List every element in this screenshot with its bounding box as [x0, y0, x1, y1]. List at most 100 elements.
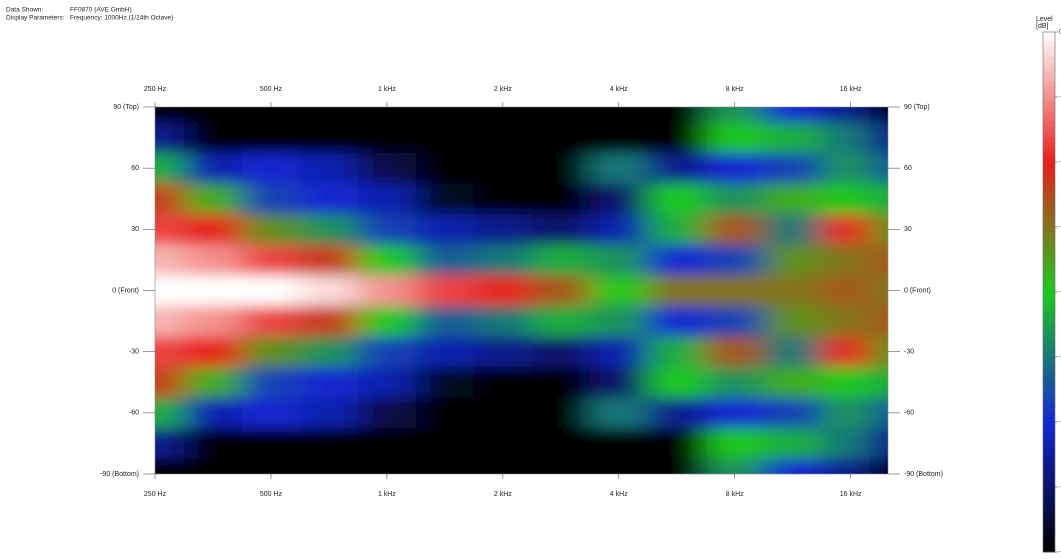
colorbar-band: [1043, 482, 1055, 487]
colorbar-band: [1043, 457, 1055, 462]
heat-cell: [358, 306, 416, 337]
y-tick-label: -30: [129, 349, 139, 356]
heat-cell: [184, 245, 242, 276]
colorbar-band: [1043, 332, 1055, 337]
heat-cell: [822, 153, 870, 184]
colorbar-band: [1043, 262, 1055, 267]
heat-cell: [416, 183, 474, 214]
x-tick-label: 2 kHz: [494, 86, 512, 93]
colorbar-band: [1043, 517, 1055, 522]
y-tick-label: -60: [129, 410, 139, 417]
colorbar-band: [1043, 272, 1055, 277]
colorbar-band: [1043, 547, 1055, 552]
heat-cell: [590, 214, 648, 245]
colorbar-band: [1043, 292, 1055, 297]
colorbar-band: [1043, 502, 1055, 507]
colorbar-band: [1043, 67, 1055, 72]
colorbar-band: [1043, 237, 1055, 242]
colorbar-band: [1043, 37, 1055, 42]
heat-cell: [358, 245, 416, 276]
colorbar-band: [1043, 327, 1055, 332]
colorbar-band: [1043, 322, 1055, 327]
heat-cell: [416, 336, 474, 367]
heat-cell: [590, 306, 648, 337]
heat-cell: [590, 245, 648, 276]
heat-cell: [706, 245, 764, 276]
heat-cell: [358, 428, 416, 459]
heat-cell: [764, 336, 822, 367]
heat-cell: [416, 214, 474, 245]
colorbar-band: [1043, 82, 1055, 87]
colorbar-band: [1043, 87, 1055, 92]
heat-cell: [822, 214, 870, 245]
heat-cell: [474, 153, 532, 184]
header-label: Data Shown:: [6, 7, 43, 14]
colorbar-title: [dB]: [1036, 23, 1049, 30]
colorbar-band: [1043, 392, 1055, 397]
heat-cell: [300, 214, 358, 245]
heat-cell: [532, 52, 590, 123]
heat-cell: [184, 275, 242, 306]
heat-cell: [86, 367, 185, 398]
y-tick-label: 60: [904, 165, 912, 172]
colorbar-band: [1043, 287, 1055, 292]
heat-cell: [416, 245, 474, 276]
y-tick-label: -30: [904, 349, 914, 356]
heat-cell: [764, 306, 822, 337]
heat-cell: [474, 336, 532, 367]
heatmap-clip: [86, 52, 947, 530]
x-tick-label: 8 kHz: [726, 86, 744, 93]
colorbar-band: [1043, 377, 1055, 382]
heat-cell: [474, 245, 532, 276]
heat-cell: [300, 459, 358, 530]
heat-cell: [184, 183, 242, 214]
heat-cell: [764, 183, 822, 214]
heat-cell: [648, 52, 706, 123]
heat-cell: [300, 428, 358, 459]
heat-cell: [184, 153, 242, 184]
colorbar-band: [1043, 492, 1055, 497]
colorbar-band: [1043, 217, 1055, 222]
heat-cell: [822, 306, 870, 337]
colorbar-band: [1043, 447, 1055, 452]
heat-cell: [300, 336, 358, 367]
colorbar-band: [1043, 307, 1055, 312]
x-tick-label: 4 kHz: [610, 86, 628, 93]
heat-cell: [474, 275, 532, 306]
colorbar-band: [1043, 387, 1055, 392]
heat-cell: [764, 52, 822, 123]
heat-cell: [590, 336, 648, 367]
heat-cell: [764, 398, 822, 429]
heat-cell: [242, 122, 300, 153]
heat-cell: [532, 336, 590, 367]
heat-cell: [358, 214, 416, 245]
y-tick-label: -90 (Bottom): [904, 471, 943, 478]
colorbar-band: [1043, 532, 1055, 537]
colorbar-band: [1043, 132, 1055, 137]
heat-cell: [474, 122, 532, 153]
heat-cell: [184, 367, 242, 398]
colorbar-band: [1043, 32, 1055, 37]
colorbar-band: [1043, 157, 1055, 162]
heat-cell: [242, 214, 300, 245]
heat-cell: [590, 153, 648, 184]
heatmap: [86, 52, 947, 530]
heat-cell: [532, 122, 590, 153]
heat-cell: [358, 398, 416, 429]
heat-cell: [86, 306, 185, 337]
heat-cell: [590, 183, 648, 214]
colorbar-band: [1043, 412, 1055, 417]
heat-cell: [764, 245, 822, 276]
heat-cell: [184, 214, 242, 245]
x-tick-label: 4 kHz: [610, 491, 628, 498]
y-tick-label: 30: [904, 226, 912, 233]
colorbar-band: [1043, 177, 1055, 182]
heat-cell: [822, 245, 870, 276]
colorbar-band: [1043, 542, 1055, 547]
y-tick-label: 90 (Top): [113, 104, 139, 111]
heat-cell: [869, 428, 947, 459]
colorbar-band: [1043, 512, 1055, 517]
heat-cell: [86, 183, 185, 214]
heat-cell: [648, 367, 706, 398]
colorbar-band: [1043, 347, 1055, 352]
